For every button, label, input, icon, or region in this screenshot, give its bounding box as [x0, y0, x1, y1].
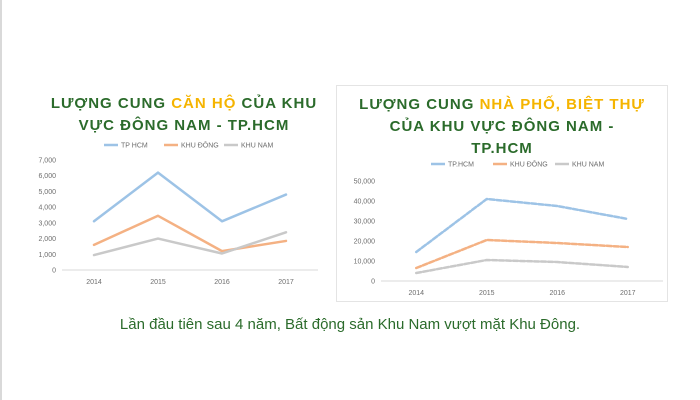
legend-label: TP.HCM — [448, 162, 474, 169]
series-line-nam — [92, 231, 288, 257]
title-part: LƯỢNG CUNG — [359, 96, 480, 113]
legend-label: KHU ĐÔNG — [510, 160, 548, 169]
title-highlight: CĂN HỘ — [171, 95, 237, 112]
y-tick-label: 40,000 — [354, 199, 376, 206]
series-line-hcm — [415, 197, 629, 254]
y-tick-label: 10,000 — [354, 259, 376, 266]
y-tick-label: 0 — [52, 268, 56, 275]
y-tick-label: 5,000 — [38, 189, 56, 196]
caption: Lần đầu tiên sau 4 năm, Bất động sản Khu… — [119, 316, 581, 333]
x-tick-label: 2017 — [278, 279, 294, 286]
x-tick-label: 2017 — [620, 290, 636, 297]
chart-title: LƯỢNG CUNG CĂN HỘ CỦA KHU VỰC ĐÔNG NAM -… — [48, 93, 320, 137]
x-tick-label: 2014 — [408, 290, 424, 297]
legend-label: KHU NAM — [241, 143, 273, 150]
townhouse-villa-supply-chart: LƯỢNG CUNG NHÀ PHỐ, BIỆT THỰ CỦA KHU VỰC… — [336, 85, 668, 302]
y-tick-label: 4,000 — [38, 205, 56, 212]
chart-plot: TP.HCM KHU ĐÔNG KHU NAM 0 10,000 20,000 30,000… — [354, 160, 663, 297]
series-line-nam — [415, 258, 629, 275]
x-tick-label: 2016 — [214, 279, 230, 286]
x-tick-label: 2014 — [86, 279, 102, 286]
x-tick-label: 2015 — [479, 290, 495, 297]
y-tick-label: 1,000 — [38, 252, 56, 259]
title-part: LƯỢNG CUNG — [50, 95, 172, 112]
title-part: CỦA KHU — [236, 95, 318, 112]
series-line-dong — [415, 238, 629, 270]
title-part: TP.HCM — [471, 140, 533, 157]
y-tick-label: 0 — [371, 279, 375, 286]
title-part: VỰC ĐÔNG NAM - TP.HCM — [78, 117, 290, 134]
series-line-dong — [92, 214, 288, 253]
left-border — [0, 0, 2, 400]
x-tick-label: 2015 — [150, 279, 166, 286]
apartment-supply-chart: LƯỢNG CUNG CĂN HỘ CỦA KHU VỰC ĐÔNG NAM -… — [38, 85, 320, 300]
legend-label: KHU NAM — [572, 162, 604, 169]
y-tick-label: 7,000 — [38, 158, 56, 165]
y-tick-label: 50,000 — [354, 179, 376, 186]
y-tick-label: 2,000 — [38, 236, 56, 243]
y-tick-label: 6,000 — [38, 173, 56, 180]
title-highlight: NHÀ PHỐ, BIỆT THỰ — [479, 96, 645, 113]
chart-title: LƯỢNG CUNG NHÀ PHỐ, BIỆT THỰ CỦA KHU VỰC… — [337, 94, 667, 160]
y-tick-label: 30,000 — [354, 219, 376, 226]
y-tick-label: 3,000 — [38, 220, 56, 227]
y-tick-label: 20,000 — [354, 239, 376, 246]
title-part: CỦA KHU VỰC ĐÔNG NAM - — [389, 118, 615, 135]
series-line-hcm — [92, 171, 288, 223]
legend-label: KHU ĐÔNG — [181, 141, 219, 150]
x-tick-label: 2016 — [549, 290, 565, 297]
legend-label: TP HCM — [121, 143, 148, 150]
chart-plot: TP HCM KHU ĐÔNG KHU NAM 0 1,000 2,000 3,000 4,0… — [38, 141, 318, 286]
